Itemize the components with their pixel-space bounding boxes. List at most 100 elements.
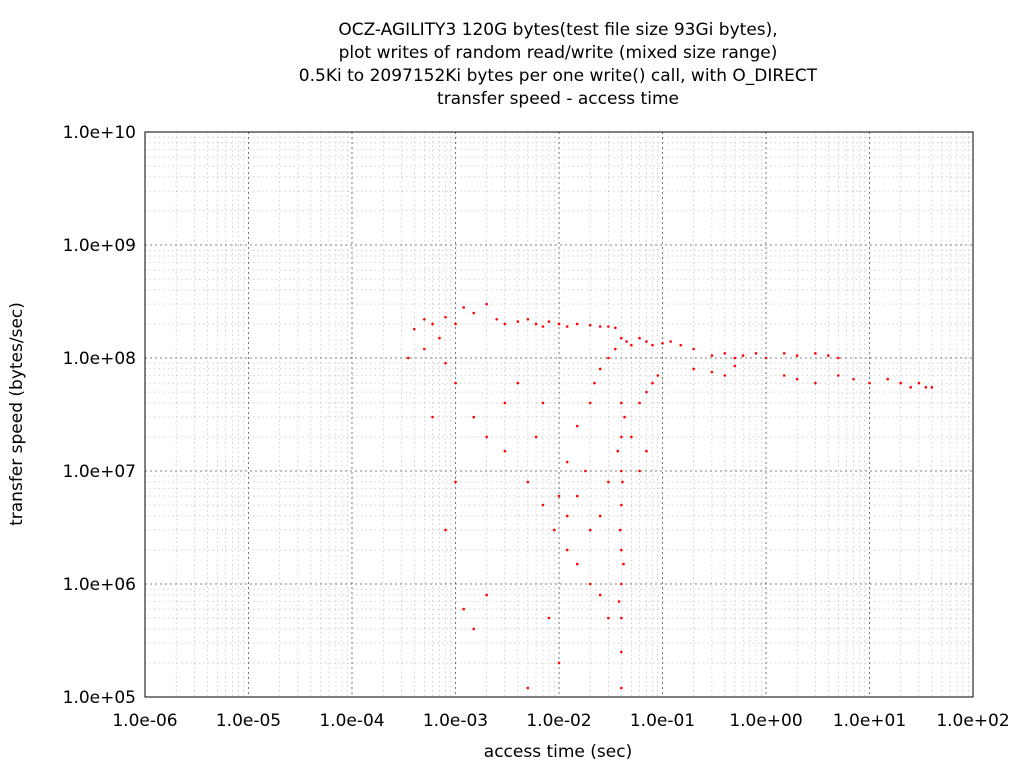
y-tick-label: 1.0e+06 [63,575,136,595]
data-point [741,354,745,357]
data-point [575,322,579,326]
data-points [407,302,934,690]
data-point [607,480,610,484]
data-point [503,401,507,405]
data-point [413,327,416,331]
data-point [557,494,561,498]
data-point [733,364,737,368]
data-point [472,415,476,419]
x-tick-label: 1.0e-05 [216,711,281,731]
y-tick-label: 1.0e+07 [63,462,136,482]
x-tick-label: 1.0e+00 [729,711,802,731]
data-point [607,325,610,328]
data-point [454,480,457,484]
data-point [651,343,654,347]
data-point [557,322,561,326]
data-point [431,415,434,419]
data-point [795,377,799,381]
x-tick-labels: 1.0e-06 1.0e-05 1.0e-04 1.0e-03 1.0e-02 1.0e-… [112,711,1009,731]
data-point [638,336,641,340]
data-point [645,390,648,394]
data-point [495,318,498,321]
data-point [593,381,596,385]
data-point [485,593,488,597]
data-point [541,503,545,507]
data-point [899,381,902,385]
data-point [503,322,507,326]
major-grid [144,131,974,698]
data-point [625,340,628,343]
data-point [462,607,465,611]
data-point [438,336,441,340]
data-point [607,616,610,620]
data-point [516,320,520,323]
data-point [575,562,579,566]
data-point [526,686,530,690]
data-point [837,374,840,377]
data-point [669,340,672,343]
y-tick-label: 1.0e+09 [63,236,136,256]
data-point [565,548,569,552]
data-point [444,361,447,365]
data-point [407,356,410,360]
data-point [541,401,545,405]
data-point [917,381,921,385]
x-tick-label: 1.0e-02 [526,711,591,731]
data-point [827,354,830,357]
data-point [852,377,855,381]
data-point [588,582,592,586]
data-point [620,401,623,405]
data-point [575,494,579,498]
data-point [534,435,538,439]
data-point [638,401,641,405]
data-point [620,616,623,620]
data-point [620,435,623,439]
data-point [656,374,660,377]
data-point [598,514,602,518]
data-point [614,326,617,330]
data-point [710,370,714,374]
x-tick-label: 1.0e-03 [423,711,488,731]
data-point [472,627,476,631]
data-point [557,661,561,665]
data-point [454,381,457,385]
data-point [679,343,683,347]
data-point [526,318,530,321]
data-point [924,386,928,389]
x-tick-label: 1.0e-04 [319,711,384,731]
data-point [764,356,768,360]
data-point [814,352,817,355]
data-point [598,367,602,371]
data-point [620,469,623,473]
data-point [620,503,623,507]
data-point [630,343,633,347]
y-axis-label: transfer speed (bytes/sec) [7,302,27,526]
data-point [692,347,695,351]
data-point [454,322,457,326]
data-point [692,367,695,371]
data-point [622,562,625,566]
data-point [620,548,623,552]
y-tick-labels: 1.0e+05 1.0e+06 1.0e+07 1.0e+08 1.0e+09 1.0e+… [63,123,136,708]
x-tick-label: 1.0e-01 [630,711,695,731]
data-point [607,356,610,360]
data-point [886,377,890,381]
data-point [645,449,648,453]
data-point [638,469,641,473]
data-point [837,356,840,360]
chart-title-line-4: transfer speed - access time [437,89,679,109]
data-point [723,374,727,377]
data-point [526,480,530,484]
data-point [618,528,622,532]
data-point [782,374,786,377]
data-point [552,528,556,532]
data-point [584,469,587,473]
data-point [423,347,426,351]
data-point [909,386,912,389]
data-point [547,320,551,323]
data-point [623,415,626,419]
data-point [645,340,648,343]
data-point [733,356,737,360]
data-point [541,325,545,328]
data-point [547,616,551,620]
